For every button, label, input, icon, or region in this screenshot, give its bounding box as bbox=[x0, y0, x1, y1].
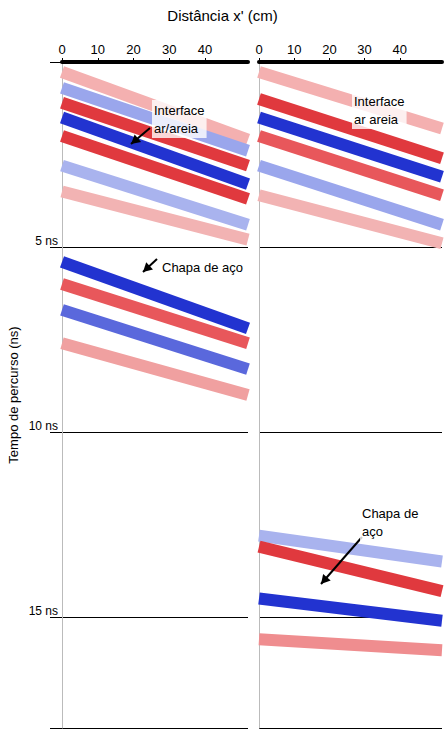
svg-text:10: 10 bbox=[91, 42, 105, 57]
svg-text:40: 40 bbox=[198, 42, 212, 57]
svg-text:20: 20 bbox=[322, 42, 336, 57]
svg-text:Tempo de percurso (ns): Tempo de percurso (ns) bbox=[6, 326, 21, 463]
svg-text:5 ns: 5 ns bbox=[35, 234, 58, 248]
svg-text:0: 0 bbox=[58, 42, 65, 57]
svg-text:15 ns: 15 ns bbox=[29, 604, 58, 618]
svg-text:20: 20 bbox=[126, 42, 140, 57]
svg-text:0: 0 bbox=[255, 42, 262, 57]
svg-text:Interface: Interface bbox=[354, 94, 405, 109]
svg-text:Distância x' (cm): Distância x' (cm) bbox=[167, 7, 277, 24]
svg-text:Chapa de: Chapa de bbox=[362, 506, 418, 521]
svg-text:ar areia: ar areia bbox=[354, 112, 399, 127]
svg-text:Chapa de aço: Chapa de aço bbox=[162, 260, 243, 275]
svg-text:10: 10 bbox=[287, 42, 301, 57]
svg-text:aço: aço bbox=[362, 524, 383, 539]
svg-text:10 ns: 10 ns bbox=[29, 419, 58, 433]
svg-text:30: 30 bbox=[357, 42, 371, 57]
svg-text:30: 30 bbox=[162, 42, 176, 57]
svg-text:Interface: Interface bbox=[154, 103, 205, 118]
svg-text:40: 40 bbox=[393, 42, 407, 57]
svg-text:ar/areia: ar/areia bbox=[154, 121, 199, 136]
